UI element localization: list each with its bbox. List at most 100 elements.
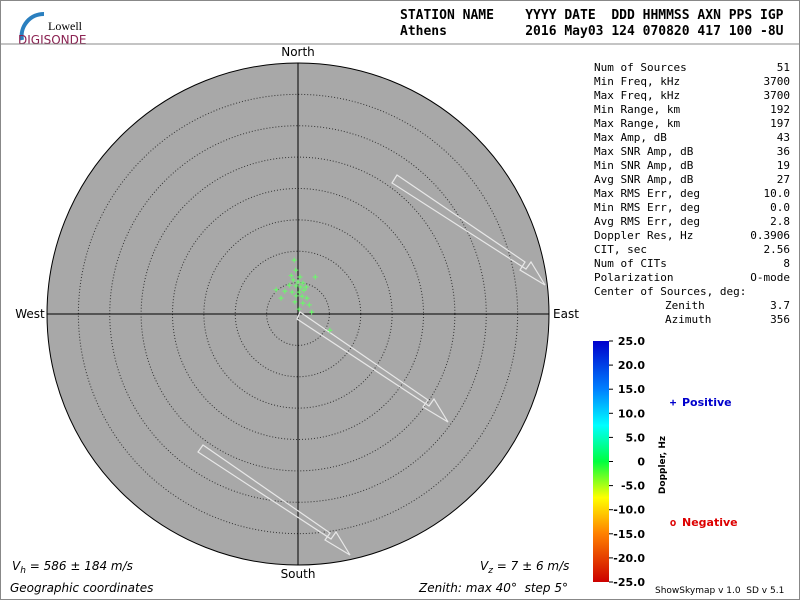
vh-text: = 586 ± 184 m/s — [26, 559, 133, 573]
center-label: Zenith — [665, 299, 705, 312]
source-point — [293, 267, 299, 273]
arrow — [197, 444, 351, 556]
colorbar-tick-label: -20.0 — [613, 552, 645, 565]
colorbar-tick-label: 25.0 — [618, 335, 645, 348]
arrow — [296, 311, 449, 423]
stat-label: Polarization — [594, 271, 673, 284]
source-point — [273, 287, 279, 293]
source-point — [296, 306, 302, 312]
stat-value: 3700 — [764, 89, 791, 102]
stat-label: Max Range, km — [594, 117, 680, 130]
center-label: Azimuth — [665, 313, 711, 326]
stat-label: Num of CITs — [594, 257, 667, 270]
stat-value: 8 — [783, 257, 790, 270]
colorbar-tick-label: 10.0 — [618, 407, 645, 420]
source-point — [296, 289, 302, 295]
vz-text: = 7 ± 6 m/s — [493, 559, 569, 573]
dir-west: West — [15, 307, 45, 321]
stat-value: 0.3906 — [750, 229, 790, 242]
center-title: Center of Sources, deg: — [594, 285, 746, 298]
center-value: 3.7 — [770, 299, 790, 312]
source-point — [295, 279, 301, 285]
stat-value: 51 — [777, 61, 790, 74]
source-point — [298, 284, 304, 290]
dir-east: East — [553, 307, 579, 321]
legend-symbol: + — [670, 396, 677, 409]
source-point — [300, 280, 306, 286]
stat-label: Max SNR Amp, dB — [594, 145, 694, 158]
vector-arrows — [197, 174, 546, 556]
source-point — [301, 287, 307, 293]
colorbar-tick-label: 0 — [637, 456, 645, 469]
source-point — [300, 300, 306, 306]
source-point — [309, 309, 315, 315]
stat-value: 19 — [777, 159, 790, 172]
stat-label: Avg RMS Err, deg — [594, 215, 700, 228]
source-point — [291, 257, 297, 263]
source-point — [286, 282, 292, 288]
colorbar-title: Doppler, Hz — [658, 436, 668, 494]
source-point — [293, 283, 299, 289]
header-labels: STATION NAME YYYY DATE DDD HHMMSS AXN PP… — [400, 8, 784, 23]
stat-value: O-mode — [750, 271, 790, 284]
source-point — [303, 284, 309, 290]
stat-value: 3700 — [764, 75, 791, 88]
stat-label: Avg SNR Amp, dB — [594, 173, 694, 186]
vh-symbol: V — [12, 559, 21, 573]
legend-symbol: o — [670, 516, 677, 529]
colorbar-tick-label: -10.0 — [613, 504, 645, 517]
center-value: 356 — [770, 313, 790, 326]
source-point — [289, 289, 295, 295]
logo-bottom: DIGISONDE — [18, 33, 86, 47]
legend-label: Negative — [682, 516, 738, 529]
colorbar-tick-label: -15.0 — [613, 528, 645, 541]
source-point — [278, 295, 284, 301]
stat-value: 36 — [777, 145, 790, 158]
dir-south: South — [281, 567, 316, 581]
vz: Vz = 7 ± 6 m/s — [480, 559, 569, 576]
stat-label: Min Freq, kHz — [594, 75, 680, 88]
stat-value: 10.0 — [764, 187, 791, 200]
source-point — [299, 293, 305, 299]
version: ShowSkymap v 1.0 SD v 5.1 — [655, 586, 784, 596]
arrow — [391, 174, 546, 286]
source-point — [304, 295, 310, 301]
stat-value: 2.56 — [764, 243, 791, 256]
stat-label: Min SNR Amp, dB — [594, 159, 694, 172]
colorbar-tick-label: -5.0 — [621, 480, 645, 493]
colorbar-tick-label: 20.0 — [618, 359, 645, 372]
stat-label: CIT, sec — [594, 243, 647, 256]
source-point — [306, 302, 312, 308]
source-point — [288, 273, 294, 279]
stat-value: 43 — [777, 131, 790, 144]
source-point — [282, 288, 288, 294]
logo-swoosh — [19, 11, 45, 41]
vh-sub: h — [20, 566, 26, 576]
stat-label: Max Amp, dB — [594, 131, 667, 144]
source-point — [297, 274, 303, 280]
stat-label: Doppler Res, Hz — [594, 229, 693, 242]
source-point — [293, 293, 299, 299]
vz-symbol: V — [480, 559, 489, 573]
header-values: Athens 2016 May03 124 070820 417 100 -8U — [400, 24, 784, 39]
stat-label: Num of Sources — [594, 61, 687, 74]
logo-top: Lowell — [48, 19, 83, 33]
stat-value: 27 — [777, 173, 790, 186]
zenith-note: Zenith: max 40° step 5° — [418, 581, 568, 595]
colorbar-tick-label: -25.0 — [613, 576, 645, 589]
colorbar-tick-label: 5.0 — [626, 431, 646, 444]
colorbar-tick-label: 15.0 — [618, 383, 645, 396]
source-point — [312, 274, 318, 280]
stat-label: Min RMS Err, deg — [594, 201, 700, 214]
dir-north: North — [281, 45, 315, 59]
colorbar — [593, 341, 609, 582]
source-point — [290, 277, 296, 283]
stat-value: 2.8 — [770, 215, 790, 228]
vz-sub: z — [487, 566, 493, 576]
coords: Geographic coordinates — [10, 581, 153, 595]
stat-label: Max RMS Err, deg — [594, 187, 700, 200]
stat-value: 192 — [770, 103, 790, 116]
legend-label: Positive — [682, 396, 732, 409]
